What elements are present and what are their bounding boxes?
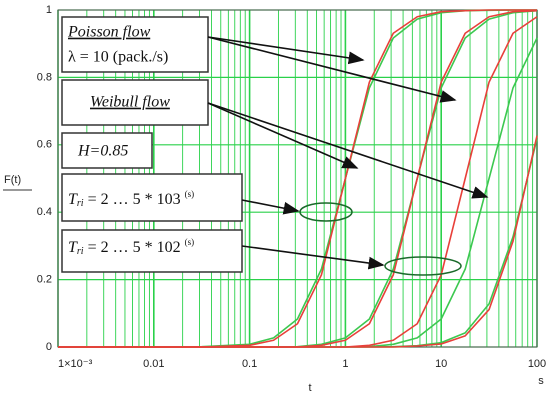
arrow bbox=[241, 245, 385, 270]
highlight-ellipse bbox=[384, 256, 462, 276]
annotation: Tri = 2 … 5 * 103 (s) bbox=[68, 189, 194, 209]
annotation-box bbox=[61, 79, 209, 126]
arrow bbox=[207, 102, 489, 199]
annotation-box bbox=[61, 229, 243, 273]
y-axis-label: F(t) bbox=[4, 174, 21, 186]
annotation-sup: (s) bbox=[185, 237, 195, 247]
x-tick-label: 1×10⁻³ bbox=[58, 358, 93, 370]
x-axis-unit: s bbox=[538, 375, 544, 387]
annotation-part: = 2 … 5 * 103 bbox=[84, 191, 185, 208]
annotation-part: = 2 … 5 * 102 bbox=[84, 239, 185, 256]
annotation: λ = 10 (pack./s) bbox=[68, 49, 168, 66]
y-tick-label: 0.2 bbox=[37, 274, 52, 286]
annotation: Tri = 2 … 5 * 102 (s) bbox=[68, 237, 194, 257]
y-tick-label: 0.4 bbox=[37, 206, 52, 218]
x-tick-label: 0.1 bbox=[242, 358, 257, 370]
annotation-part: T bbox=[68, 239, 78, 256]
annotation-part: T bbox=[68, 191, 78, 208]
arrow bbox=[241, 199, 300, 215]
x-tick-label: 1 bbox=[342, 358, 348, 370]
series-line bbox=[58, 135, 538, 348]
y-tick-label: 0.8 bbox=[37, 71, 52, 83]
axis-labels: F(t) t s bbox=[3, 174, 544, 394]
annotation-sub: ri bbox=[77, 198, 84, 209]
x-tick-label: 0.01 bbox=[143, 358, 164, 370]
y-tick-label: 0 bbox=[46, 341, 52, 353]
annotation-box bbox=[61, 132, 153, 169]
x-tick-label: 100 bbox=[528, 358, 546, 370]
y-tick-label: 0.6 bbox=[37, 139, 52, 151]
x-tick-label: 10 bbox=[435, 358, 447, 370]
annotation-sup: (s) bbox=[185, 189, 195, 199]
y-tick-label: 1 bbox=[46, 4, 52, 16]
annotation-sub: ri bbox=[77, 246, 84, 257]
annotation: Poisson flow bbox=[67, 24, 151, 41]
x-axis-label: t bbox=[308, 382, 311, 394]
arrow bbox=[207, 36, 457, 103]
annotation: Weibull flow bbox=[90, 94, 170, 111]
series-line bbox=[58, 9, 537, 348]
highlight-ellipse bbox=[299, 202, 353, 222]
annotations: Poisson flow λ = 10 (pack./s) Weibull fl… bbox=[61, 16, 489, 276]
annotation-box bbox=[61, 173, 243, 222]
arrow bbox=[207, 36, 365, 65]
annotation-box bbox=[61, 16, 209, 73]
arrow bbox=[207, 102, 359, 169]
annotation: H=0.85 bbox=[77, 143, 128, 160]
